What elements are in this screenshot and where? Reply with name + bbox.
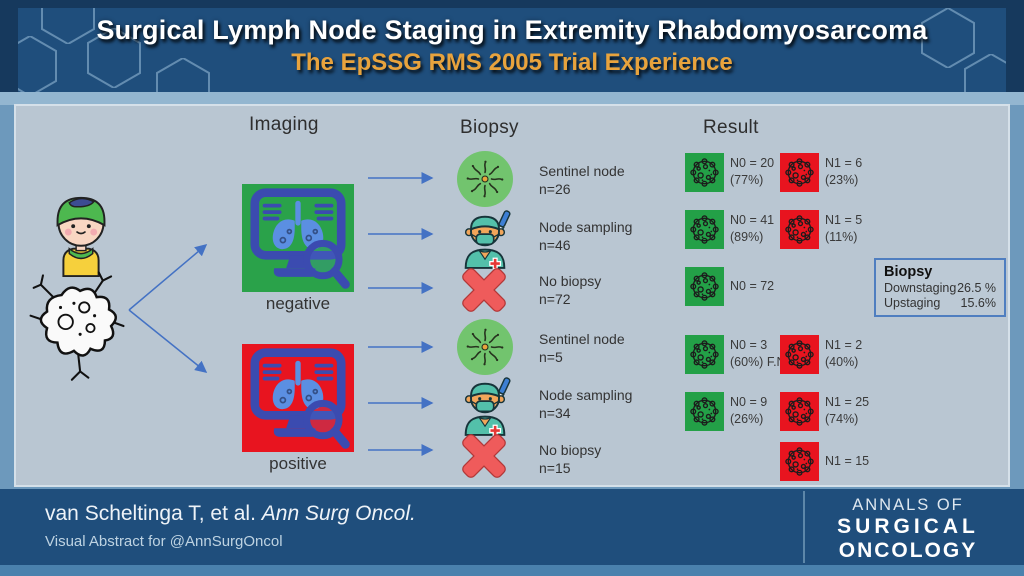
n1-count: N1 = 15 (825, 454, 870, 468)
divider-strip-bottom (0, 565, 1024, 576)
surgeon-icon (456, 374, 514, 436)
stat-value: 15.6% (960, 296, 996, 310)
n1-cell-icon (780, 335, 819, 374)
logo-line-surgical: SURGICAL (837, 515, 979, 538)
sentinel-node-icon (457, 319, 513, 375)
biopsy-label: Node sampling n=46 (539, 218, 632, 254)
biopsy-label: Node sampling n=34 (539, 386, 632, 422)
n1-percent: (74%) (825, 412, 859, 426)
n1-percent: (11%) (825, 230, 858, 244)
n1-result: N1 = 5 (11%) (825, 212, 862, 246)
n1-cell-icon (780, 392, 819, 431)
biopsy-label: Sentinel node n=5 (539, 330, 625, 366)
flow-arrows (128, 172, 434, 456)
biopsy-stats-title: Biopsy (884, 264, 933, 280)
citation-journal: Ann Surg Oncol. (261, 502, 416, 525)
no-biopsy-x-icon (460, 268, 508, 312)
n0-percent: (60%) F.N (730, 355, 786, 369)
tumor-cell-icon (26, 262, 126, 388)
biopsy-n: n=72 (539, 291, 571, 307)
ct-monitor-icon (242, 344, 354, 452)
n0-count: N0 = 20 (730, 156, 775, 170)
page-subtitle: The EpSSG RMS 2005 Trial Experience (291, 49, 733, 76)
n0-result: N0 = 3 (60%) F.N (730, 337, 786, 371)
n0-result: N0 = 9 (26%) (730, 394, 767, 428)
imaging-positive-icon (242, 344, 354, 452)
column-header-biopsy: Biopsy (460, 117, 519, 138)
biopsy-stats-box: Biopsy Downstaging 26.5 % Upstaging 15.6… (874, 258, 1006, 317)
n0-count: N0 = 41 (730, 213, 775, 227)
biopsy-n: n=34 (539, 405, 571, 421)
footer-banner: van Scheltinga T, et al. Ann Surg Oncol.… (0, 489, 1024, 565)
biopsy-n: n=26 (539, 181, 571, 197)
biopsy-label: No biopsy n=72 (539, 272, 601, 308)
biopsy-n: n=15 (539, 460, 571, 476)
n0-percent: (89%) (730, 230, 764, 244)
n1-count: N1 = 6 (825, 156, 863, 170)
n0-cell-icon (685, 210, 724, 249)
n0-count: N0 = 3 (730, 338, 768, 352)
biopsy-label: Sentinel node n=26 (539, 162, 625, 198)
citation-authors: van Scheltinga T, et al. (45, 502, 256, 525)
n0-result: N0 = 72 (730, 278, 774, 295)
n1-cell-icon (780, 442, 819, 481)
biopsy-n: n=5 (539, 349, 563, 365)
n1-count: N1 = 5 (825, 213, 863, 227)
n1-result: N1 = 25 (74%) (825, 394, 869, 428)
column-header-imaging: Imaging (249, 114, 319, 135)
no-biopsy-x-icon (460, 434, 508, 478)
ct-monitor-icon (242, 184, 354, 292)
n0-cell-icon (685, 392, 724, 431)
imaging-negative-icon (242, 184, 354, 292)
citation: van Scheltinga T, et al. Ann Surg Oncol. (45, 502, 416, 526)
biopsy-type: Sentinel node (539, 163, 625, 179)
stats-row-upstaging: Upstaging 15.6% (884, 296, 996, 310)
stat-value: 26.5 % (957, 281, 996, 295)
n1-percent: (23%) (825, 173, 859, 187)
n0-percent: (26%) (730, 412, 764, 426)
n1-percent: (40%) (825, 355, 859, 369)
n0-result: N0 = 41 (89%) (730, 212, 774, 246)
imaging-positive-label: positive (269, 454, 327, 473)
n0-count: N0 = 9 (730, 395, 768, 409)
n0-result: N0 = 20 (77%) (730, 155, 774, 189)
n1-result: N1 = 15 (825, 453, 869, 470)
n0-percent: (77%) (730, 173, 764, 187)
n0-cell-icon (685, 153, 724, 192)
logo-line-annals-of: ANNALS OF (852, 496, 964, 514)
column-header-result: Result (703, 117, 759, 138)
n1-cell-icon (780, 210, 819, 249)
sentinel-node-icon (457, 151, 513, 207)
stat-label: Upstaging (884, 296, 941, 310)
n1-result: N1 = 2 (40%) (825, 337, 862, 371)
twitter-handle-line: Visual Abstract for @AnnSurgOncol (45, 533, 283, 550)
biopsy-n: n=46 (539, 237, 571, 253)
stat-label: Downstaging (884, 281, 957, 295)
n1-cell-icon (780, 153, 819, 192)
biopsy-type: Node sampling (539, 387, 633, 403)
n1-count: N1 = 2 (825, 338, 863, 352)
footer-divider (803, 491, 805, 563)
n0-cell-icon (685, 335, 724, 374)
biopsy-type: No biopsy (539, 442, 602, 458)
stats-row-downstaging: Downstaging 26.5 % (884, 281, 996, 295)
n1-result: N1 = 6 (23%) (825, 155, 862, 189)
logo-line-oncology: ONCOLOGY (838, 539, 978, 562)
main-panel: Imaging Biopsy Result negative positive … (14, 104, 1010, 487)
biopsy-type: No biopsy (539, 273, 602, 289)
divider-strip-top (0, 92, 1024, 105)
surgeon-icon (456, 207, 514, 269)
biopsy-label: No biopsy n=15 (539, 441, 601, 477)
header-banner: Surgical Lymph Node Staging in Extremity… (18, 8, 1006, 92)
biopsy-type: Sentinel node (539, 331, 625, 347)
page-title: Surgical Lymph Node Staging in Extremity… (96, 15, 928, 45)
n0-count: N0 = 72 (730, 279, 775, 293)
n1-count: N1 = 25 (825, 395, 870, 409)
n0-cell-icon (685, 267, 724, 306)
imaging-negative-label: negative (265, 294, 331, 313)
journal-logo: ANNALS OF SURGICAL ONCOLOGY (806, 496, 1010, 563)
biopsy-type: Node sampling (539, 219, 633, 235)
